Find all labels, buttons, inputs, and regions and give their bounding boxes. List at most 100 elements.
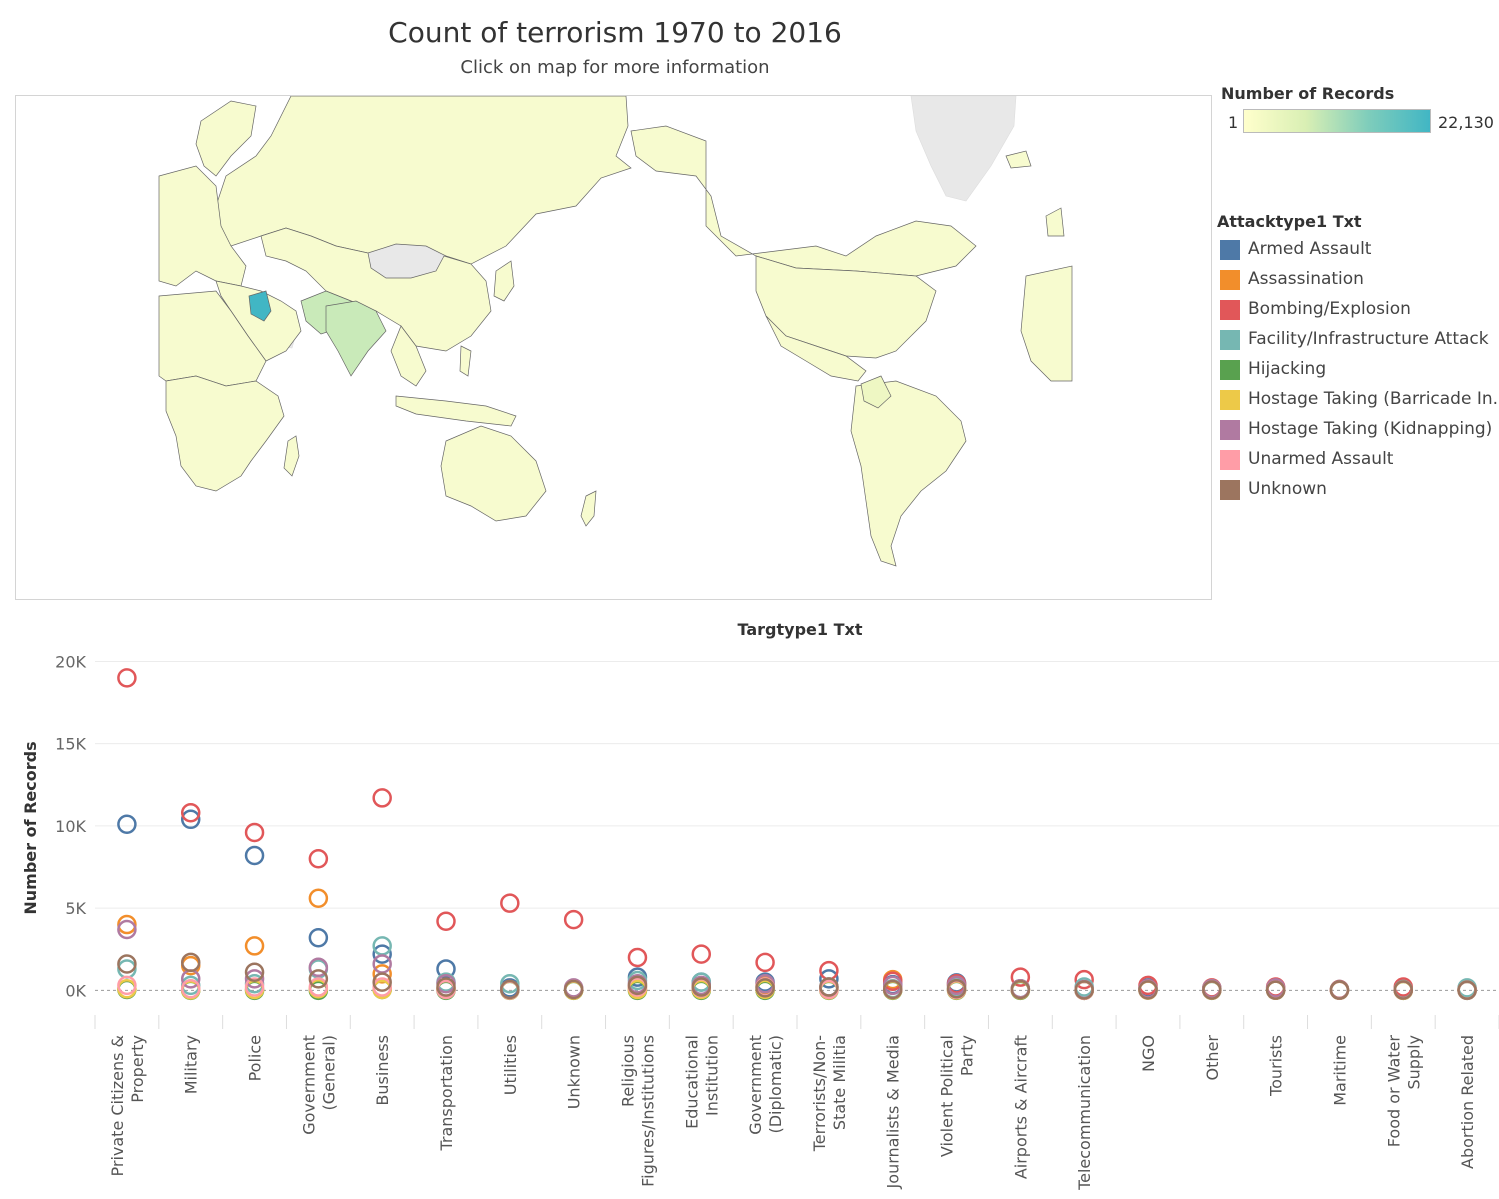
legend-label: Unarmed Assault: [1248, 449, 1394, 469]
data-point[interactable]: [563, 979, 584, 1000]
data-point[interactable]: [117, 919, 137, 940]
data-point[interactable]: [691, 977, 712, 997]
legend-label: Unknown: [1248, 479, 1327, 499]
x-tick-label: NGO: [1139, 1035, 1158, 1072]
chart-gridlines: [94, 660, 1499, 1029]
data-point[interactable]: [117, 914, 137, 935]
data-point[interactable]: [1074, 969, 1094, 990]
legend-item-hostage-barricade[interactable]: Hostage Taking (Barricade In..: [1216, 388, 1499, 418]
data-point[interactable]: [1457, 980, 1477, 1000]
data-point[interactable]: [563, 909, 584, 930]
data-point[interactable]: [244, 822, 265, 843]
legend-swatch: [1220, 480, 1240, 500]
legend-item-assassination[interactable]: Assassination: [1216, 268, 1499, 298]
scatter-chart[interactable]: Targtype1 Txt Number of Records 0K 5K 10K 1…: [0, 610, 1499, 1199]
chart-points[interactable]: [117, 668, 1477, 1001]
legend-item-unknown[interactable]: Unknown: [1216, 478, 1499, 508]
x-tick-label: Abortion Related: [1458, 1035, 1477, 1169]
legend-swatch: [1220, 240, 1240, 260]
world-map[interactable]: [15, 95, 1212, 600]
data-point[interactable]: [1074, 980, 1094, 1000]
data-point[interactable]: [308, 957, 329, 978]
x-tick-label: Police: [246, 1035, 265, 1081]
y-axis-ticks: 0K 5K 10K 15K 20K: [55, 652, 86, 1000]
data-point[interactable]: [882, 979, 903, 1000]
data-point[interactable]: [308, 927, 329, 948]
data-point[interactable]: [500, 974, 520, 994]
y-axis-label: Number of Records: [21, 741, 40, 914]
data-point[interactable]: [180, 809, 201, 830]
legend-item-hijacking[interactable]: Hijacking: [1216, 358, 1499, 388]
legend-label: Facility/Infrastructure Attack: [1248, 329, 1489, 349]
data-point[interactable]: [244, 936, 265, 956]
data-point[interactable]: [372, 972, 392, 992]
legend-swatch: [1220, 360, 1240, 380]
x-tick-label: Other: [1203, 1035, 1222, 1081]
data-point[interactable]: [691, 944, 712, 964]
data-point[interactable]: [1010, 979, 1031, 1000]
data-point[interactable]: [180, 802, 201, 823]
data-point[interactable]: [1393, 980, 1414, 1000]
data-point[interactable]: [308, 888, 329, 908]
x-tick-label: ReligiousFigures/Institutions: [618, 1035, 657, 1187]
data-point[interactable]: [1010, 967, 1031, 987]
legend-swatch: [1220, 270, 1240, 290]
legend-item-armed-assault[interactable]: Armed Assault: [1216, 238, 1499, 268]
data-point[interactable]: [819, 977, 839, 997]
data-point[interactable]: [436, 911, 456, 932]
data-point[interactable]: [244, 962, 265, 982]
data-point[interactable]: [627, 947, 648, 968]
attack-type-legend: Attacktype1 Txt Armed Assault Assassinat…: [1216, 212, 1499, 508]
data-point[interactable]: [372, 977, 392, 997]
data-point[interactable]: [117, 954, 137, 974]
data-point[interactable]: [755, 952, 775, 973]
data-point[interactable]: [308, 969, 329, 989]
data-point[interactable]: [372, 944, 392, 964]
y-tick-label: 15K: [55, 735, 86, 754]
legend-swatch: [1220, 420, 1240, 440]
legend-item-facility-infrastructure-attack[interactable]: Facility/Infrastructure Attack: [1216, 328, 1499, 358]
color-legend: Number of Records 1 22,130: [1218, 84, 1499, 134]
y-tick-label: 10K: [55, 817, 86, 836]
color-legend-max: 22,130: [1438, 113, 1494, 132]
legend-item-bombing-explosion[interactable]: Bombing/Explosion: [1216, 298, 1499, 328]
data-point[interactable]: [372, 954, 392, 974]
legend-label: Hostage Taking (Barricade In..: [1248, 389, 1499, 409]
data-point[interactable]: [308, 977, 329, 997]
x-tick-label: Violent PoliticalParty: [938, 1035, 977, 1157]
data-point[interactable]: [117, 975, 137, 996]
legend-item-hostage-kidnapping[interactable]: Hostage Taking (Kidnapping): [1216, 418, 1499, 448]
data-point[interactable]: [755, 978, 775, 998]
data-point[interactable]: [117, 668, 137, 688]
data-point[interactable]: [180, 978, 201, 999]
x-tick-label: EducationalInstitution: [682, 1035, 721, 1129]
data-point[interactable]: [244, 969, 265, 989]
legend-label: Bombing/Explosion: [1248, 299, 1411, 319]
map-land-countries[interactable]: [158, 96, 1073, 567]
data-point[interactable]: [180, 952, 201, 973]
data-point[interactable]: [946, 978, 967, 999]
data-point[interactable]: [372, 964, 392, 984]
x-tick-label: Military: [182, 1035, 201, 1094]
world-map-canvas[interactable]: [16, 96, 1211, 599]
map-highlighted-countries[interactable]: [248, 290, 892, 409]
data-point[interactable]: [819, 969, 839, 989]
data-point[interactable]: [1138, 980, 1158, 1000]
data-point[interactable]: [117, 814, 137, 834]
color-ramp: [1243, 109, 1431, 133]
data-point[interactable]: [244, 845, 265, 866]
data-point[interactable]: [1202, 980, 1222, 1000]
x-tick-label: Journalists & Media: [884, 1035, 903, 1189]
data-point[interactable]: [627, 975, 648, 996]
data-point[interactable]: [436, 977, 456, 997]
data-point[interactable]: [1329, 980, 1350, 1000]
x-tick-label: Business: [373, 1035, 392, 1106]
x-tick-label: Utilities: [501, 1035, 520, 1095]
data-point[interactable]: [372, 788, 392, 808]
data-point[interactable]: [1265, 980, 1286, 1000]
data-point[interactable]: [500, 893, 520, 913]
legend-item-unarmed-assault[interactable]: Unarmed Assault: [1216, 448, 1499, 478]
data-point[interactable]: [308, 849, 329, 869]
data-point[interactable]: [500, 979, 520, 1000]
data-point[interactable]: [244, 977, 265, 997]
